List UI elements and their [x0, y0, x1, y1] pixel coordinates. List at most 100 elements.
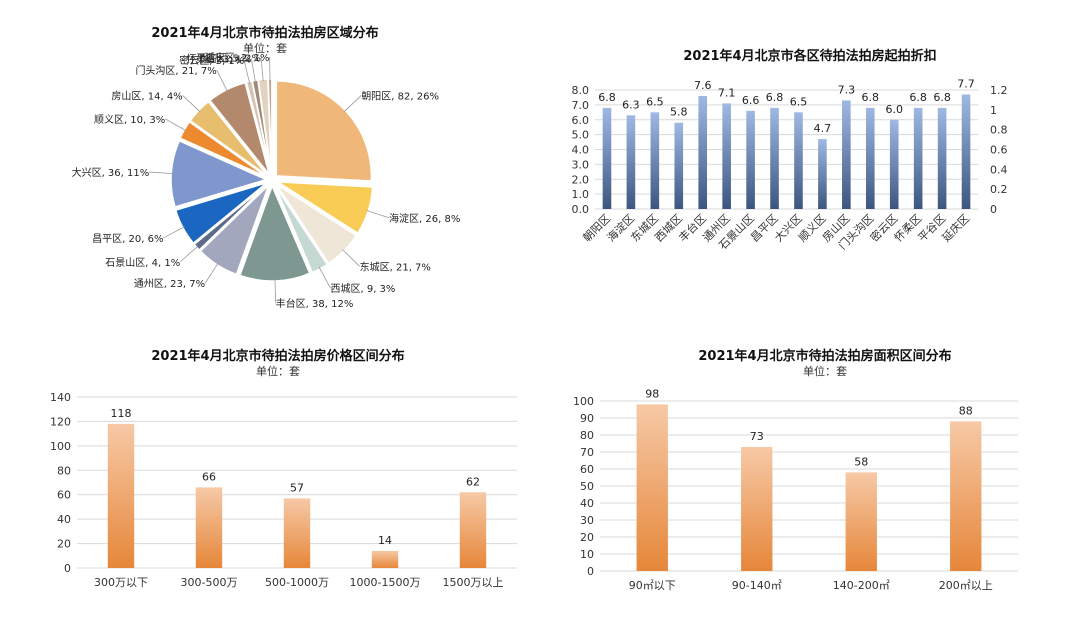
bar [845, 472, 877, 571]
pie-title: 2021年4月北京市待拍法拍房区域分布 [151, 25, 378, 41]
bar [371, 550, 399, 568]
price-bar-chart: 2021年4月北京市待拍法拍房价格区间分布 单位：套 0 20 40 60 80 100 1… [0, 330, 530, 625]
pie-slice-label: 东城区, 21, 7% [360, 260, 431, 273]
bar [741, 446, 773, 571]
y2-tick-label: 0 [990, 203, 997, 216]
bar-value-label: 118 [111, 407, 132, 420]
x-tick-label: 200㎡以上 [939, 579, 993, 592]
y-tick-label: 70 [580, 446, 594, 459]
bar [650, 112, 660, 209]
y-tick-label: 100 [573, 395, 594, 408]
y-tick-label: 20 [57, 538, 71, 551]
y-tick-label: 1.0 [572, 188, 590, 201]
bar [674, 122, 684, 209]
y-tick-label: 120 [50, 415, 71, 428]
y-tick-label: 0.0 [572, 203, 590, 216]
y-tick-label: 6.0 [572, 114, 590, 127]
bar-value-label: 58 [854, 455, 868, 468]
pie-subtitle: 单位：套 [243, 41, 287, 55]
y-tick-label: 140 [50, 391, 71, 404]
bar [722, 103, 731, 209]
price-bars: 118 66 57 14 62 [107, 407, 487, 568]
bar [636, 404, 668, 571]
area-bars: 98 73 58 88 [636, 387, 982, 571]
bar [602, 107, 612, 209]
pie-labels: 朝阳区, 82, 26% 海淀区, 26, 8% 东城区, 21, 7% 西城区, 9… [72, 51, 461, 310]
bar-value-label: 7.6 [694, 79, 712, 92]
area-subtitle: 单位：套 [803, 364, 847, 378]
pie-slice-label: 门头沟区, 21, 7% [135, 64, 216, 77]
bar-value-label: 66 [202, 470, 216, 483]
pie-slice-label: 平谷区, 5, 2% [196, 52, 261, 64]
bar [770, 107, 779, 209]
y-tick-label: 90 [580, 412, 594, 425]
bar [889, 119, 899, 209]
y2-tick-label: 1 [990, 104, 997, 117]
pie-slice-label: 大兴区, 36, 11% [72, 166, 150, 179]
pie-slice-label: 海淀区, 26, 8% [389, 212, 460, 225]
y-tick-label: 100 [50, 440, 71, 453]
area-bar-chart: 2021年4月北京市待拍法拍房面积区间分布 单位：套 0 10 20 30 40 50 60… [535, 330, 1065, 625]
pie-leader-line [182, 95, 201, 113]
price-title: 2021年4月北京市待拍法拍房价格区间分布 [151, 348, 404, 364]
pie-slice-label: 西城区, 9, 3% [330, 283, 395, 295]
pie-slice-label: 朝阳区, 82, 26% [361, 90, 439, 102]
price-axes: 0 20 40 60 80 100 120 140 300万以下 300-500万 500-1000… [50, 391, 517, 589]
x-tick-label: 300-500万 [181, 576, 238, 589]
pie-leader-line [163, 226, 185, 239]
y-tick-label: 4.0 [572, 144, 590, 157]
bar-value-label: 6.8 [909, 91, 927, 104]
discount-bar-chart: 2021年4月北京市各区待拍法拍房起拍折扣 0.0 1.0 2.0 3.0 4.0 5.0… [535, 0, 1065, 310]
bar [746, 110, 755, 209]
bar [961, 94, 971, 209]
bar [698, 95, 708, 209]
y-tick-label: 20 [580, 531, 594, 544]
y-tick-label: 60 [580, 463, 594, 476]
pie-leader-line [343, 95, 362, 113]
district-pie-svg: 2021年4月北京市待拍法拍房区域分布 单位：套 朝阳区, 82, 26% 海淀区… [72, 25, 461, 310]
pie-slice-label: 房山区, 14, 4% [111, 89, 182, 102]
y-tick-label: 5.0 [572, 129, 590, 142]
y2-tick-label: 1.2 [990, 84, 1008, 97]
bar-value-label: 7.3 [838, 83, 856, 96]
y2-tick-label: 0.6 [990, 144, 1008, 157]
district-pie-chart: 2021年4月北京市待拍法拍房区域分布 单位：套 朝阳区, 82, 26% 海淀区… [0, 0, 520, 310]
bar-value-label: 4.7 [814, 122, 832, 135]
pie-slice-label: 丰台区, 38, 12% [276, 297, 354, 310]
price-subtitle: 单位：套 [256, 364, 300, 378]
pie-leader-line [243, 60, 251, 84]
discount-bar-svg: 2021年4月北京市各区待拍法拍房起拍折扣 0.0 1.0 2.0 3.04.0 5.0… [572, 48, 1008, 252]
bar [107, 423, 135, 568]
y2-tick-label: 0.2 [990, 183, 1008, 196]
bar-value-label: 7.1 [718, 86, 736, 99]
pie-leader-line [179, 245, 199, 263]
bar [459, 492, 487, 568]
y-tick-label: 40 [580, 497, 594, 510]
y-tick-label: 2.0 [572, 173, 590, 186]
y-tick-label: 7.0 [572, 99, 590, 112]
bar-value-label: 5.8 [670, 106, 688, 119]
pie-leader-line [260, 57, 264, 82]
pie-leader-line [149, 171, 174, 175]
pie-leader-line [204, 262, 219, 284]
bar [913, 107, 923, 209]
x-tick-label: 500-1000万 [265, 576, 329, 589]
bar-value-label: 6.8 [766, 91, 784, 104]
y-tick-label: 30 [580, 514, 594, 527]
bar-value-label: 6.5 [790, 95, 808, 108]
bar [842, 100, 851, 209]
x-tick-label: 90-140㎡ [732, 579, 782, 592]
y-tick-label: 60 [57, 489, 71, 502]
bar [937, 107, 947, 209]
bar [794, 112, 803, 209]
pie-slice-label: 顺义区, 10, 3% [94, 114, 165, 126]
area-axes: 0 10 20 30 40 50 60 70 80 90 100 90㎡以下 90-140㎡ 140-20… [573, 395, 1018, 592]
y-tick-label: 0 [587, 565, 594, 578]
bar-value-label: 7.7 [957, 77, 975, 90]
y-tick-label: 3.0 [572, 158, 590, 171]
x-tick-label: 140-200㎡ [833, 579, 890, 592]
pie-slice-label: 石景山区, 4, 1% [105, 257, 180, 269]
y2-tick-label: 0.4 [990, 163, 1008, 176]
x-tick-label: 90㎡以下 [629, 579, 676, 592]
y2-tick-label: 0.8 [990, 124, 1008, 137]
